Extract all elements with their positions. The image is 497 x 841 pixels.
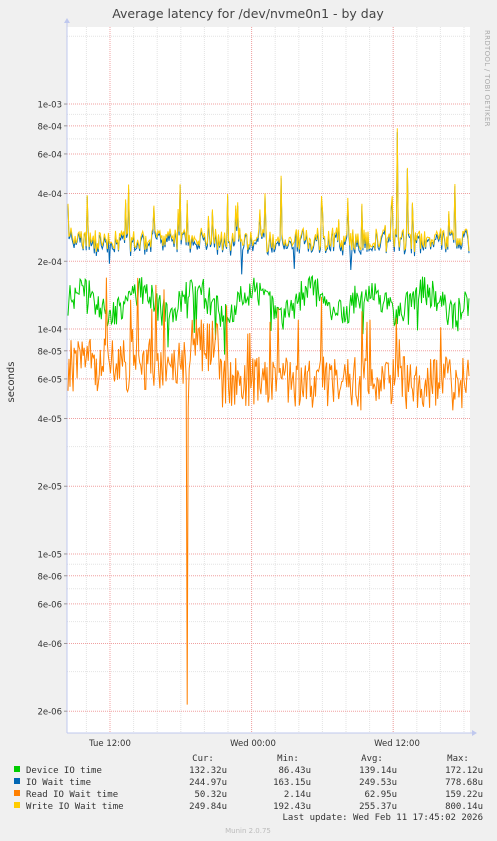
last-update: Last update: Wed Feb 11 17:45:02 2026 xyxy=(283,813,483,823)
y-tick-label: 1e-03 xyxy=(37,101,62,111)
legend-cur-io-wait-time: 244.97u xyxy=(189,778,227,788)
x-tick-labels: Tue 12:00 Wed 00:00 Wed 12:00 xyxy=(88,739,420,749)
series-lines xyxy=(67,128,470,705)
y-tick-label: 2e-06 xyxy=(37,708,62,718)
x-tick-label: Wed 12:00 xyxy=(374,739,420,749)
legend-swatch-device-io-time xyxy=(14,766,20,772)
legend-cur-read-io-wait-time: 50.32u xyxy=(194,790,227,800)
legend-swatch-io-wait-time xyxy=(14,778,20,784)
legend-cur-device-io-time: 132.32u xyxy=(189,766,227,776)
x-tick-label: Wed 00:00 xyxy=(230,739,276,749)
axes xyxy=(64,18,477,736)
legend: Cur: Min: Avg: Max: Device IO time 132.32… xyxy=(14,754,483,812)
y-tick-label: 6e-04 xyxy=(37,150,62,160)
legend-name-io-wait-time: IO Wait time xyxy=(26,778,91,788)
series-line-write-io-wait-time xyxy=(67,128,470,253)
y-tick-label: 8e-04 xyxy=(37,122,62,132)
y-tick-label: 1e-05 xyxy=(37,550,62,560)
legend-min-device-io-time: 86.43u xyxy=(278,766,311,776)
legend-max-device-io-time: 172.12u xyxy=(445,766,483,776)
legend-header-avg: Avg: xyxy=(361,754,383,764)
y-tick-label: 8e-05 xyxy=(37,347,62,357)
y-tick-label: 6e-06 xyxy=(37,600,62,610)
legend-header-min: Min: xyxy=(277,754,299,764)
y-tick-label: 4e-06 xyxy=(37,640,62,650)
legend-avg-io-wait-time: 249.53u xyxy=(359,778,397,788)
legend-min-write-io-wait-time: 192.43u xyxy=(273,802,311,812)
legend-swatch-read-io-wait-time xyxy=(14,790,20,796)
y-tick-label: 2e-04 xyxy=(37,258,62,268)
legend-swatch-write-io-wait-time xyxy=(14,802,20,808)
legend-avg-device-io-time: 139.14u xyxy=(359,766,397,776)
y-tick-label: 1e-04 xyxy=(37,325,62,335)
y-tick-label: 8e-06 xyxy=(37,572,62,582)
y-tick-labels: 1e-03 8e-04 6e-04 4e-04 2e-04 1e-04 8e-05 6e-05… xyxy=(37,101,67,718)
legend-max-write-io-wait-time: 800.14u xyxy=(445,802,483,812)
legend-header-max: Max: xyxy=(447,754,469,764)
legend-name-write-io-wait-time: Write IO Wait time xyxy=(26,802,124,812)
munin-version: Munin 2.0.75 xyxy=(225,827,271,835)
legend-min-read-io-wait-time: 2.14u xyxy=(284,790,311,800)
legend-avg-read-io-wait-time: 62.95u xyxy=(364,790,397,800)
legend-header-cur: Cur: xyxy=(192,754,214,764)
rrdtool-watermark: RRDTOOL / TOBI OETIKER xyxy=(483,30,491,127)
y-axis-arrow xyxy=(64,18,70,23)
y-tick-label: 4e-05 xyxy=(37,415,62,425)
y-tick-label: 6e-05 xyxy=(37,375,62,385)
legend-name-device-io-time: Device IO time xyxy=(26,766,102,776)
series-line-device-io-time xyxy=(67,274,470,355)
legend-min-io-wait-time: 163.15u xyxy=(273,778,311,788)
x-axis-arrow xyxy=(472,730,477,736)
legend-max-read-io-wait-time: 159.22u xyxy=(445,790,483,800)
legend-avg-write-io-wait-time: 255.37u xyxy=(359,802,397,812)
legend-name-read-io-wait-time: Read IO Wait time xyxy=(26,790,118,800)
series-line-read-io-wait-time xyxy=(67,277,470,705)
legend-cur-write-io-wait-time: 249.84u xyxy=(189,802,227,812)
y-tick-label: 4e-04 xyxy=(37,190,62,200)
legend-max-io-wait-time: 778.68u xyxy=(445,778,483,788)
y-tick-label: 2e-05 xyxy=(37,483,62,493)
y-axis-label: seconds xyxy=(6,362,17,403)
chart-title: Average latency for /dev/nvme0n1 - by da… xyxy=(112,6,384,21)
x-tick-label: Tue 12:00 xyxy=(88,739,131,749)
